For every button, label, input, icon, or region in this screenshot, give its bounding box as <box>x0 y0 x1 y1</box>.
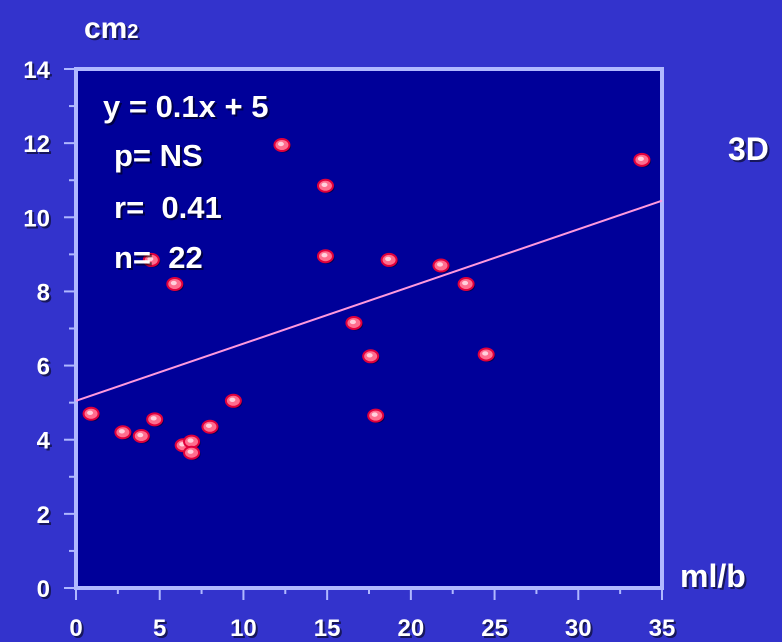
data-point <box>633 152 651 168</box>
x-tick-labels: 0 5 10 15 20 25 30 35 <box>69 615 675 642</box>
y-tick-label: 6 <box>37 354 50 381</box>
x-tick-label: 0 <box>69 615 82 642</box>
y-tick-label: 4 <box>37 428 51 455</box>
x-tick-label: 35 <box>649 615 676 642</box>
n-value: n= 22 <box>114 240 203 275</box>
plot-area <box>74 67 664 590</box>
x-tick-label: 20 <box>398 615 425 642</box>
r-value: r= 0.41 <box>114 190 222 225</box>
data-point <box>477 347 496 362</box>
data-point <box>183 445 201 461</box>
regression-line <box>75 199 663 402</box>
data-point <box>114 425 132 440</box>
data-point <box>457 277 476 292</box>
data-point <box>142 252 161 268</box>
data-point <box>166 277 184 292</box>
data-point <box>273 137 291 153</box>
y-tick-label: 8 <box>37 279 50 306</box>
data-point <box>345 315 363 331</box>
x-tick-label: 10 <box>230 615 257 642</box>
axes <box>64 68 663 600</box>
y-axis-label: cm2 <box>84 12 138 45</box>
regression-equation: y = 0.1x + 5 <box>103 89 268 124</box>
y-axis-label-superscript: 2 <box>127 21 138 43</box>
x-axis-label: ml/b <box>680 558 746 594</box>
data-point <box>316 178 335 194</box>
data-point <box>432 258 450 273</box>
data-point <box>367 408 385 424</box>
data-point <box>201 419 219 435</box>
data-point <box>82 406 101 422</box>
y-tick-label: 0 <box>37 576 50 603</box>
y-tick-label: 10 <box>23 205 50 232</box>
data-point <box>146 412 164 427</box>
x-tick-label: 5 <box>153 615 166 642</box>
y-tick-label: 12 <box>23 131 50 158</box>
y-tick-label: 14 <box>23 57 50 84</box>
data-point <box>132 429 151 444</box>
side-label: 3D <box>728 131 769 167</box>
x-tick-label: 25 <box>481 615 508 642</box>
y-tick-label: 2 <box>37 502 50 529</box>
data-point <box>380 252 399 268</box>
data-point <box>224 393 243 409</box>
x-tick-label: 30 <box>565 615 592 642</box>
data-point <box>362 349 380 364</box>
p-value: p= NS <box>114 138 203 173</box>
y-tick-labels: 0 2 4 6 8 10 12 14 <box>23 57 50 603</box>
data-point <box>316 249 335 264</box>
x-tick-label: 15 <box>314 615 341 642</box>
data-points <box>82 137 651 461</box>
